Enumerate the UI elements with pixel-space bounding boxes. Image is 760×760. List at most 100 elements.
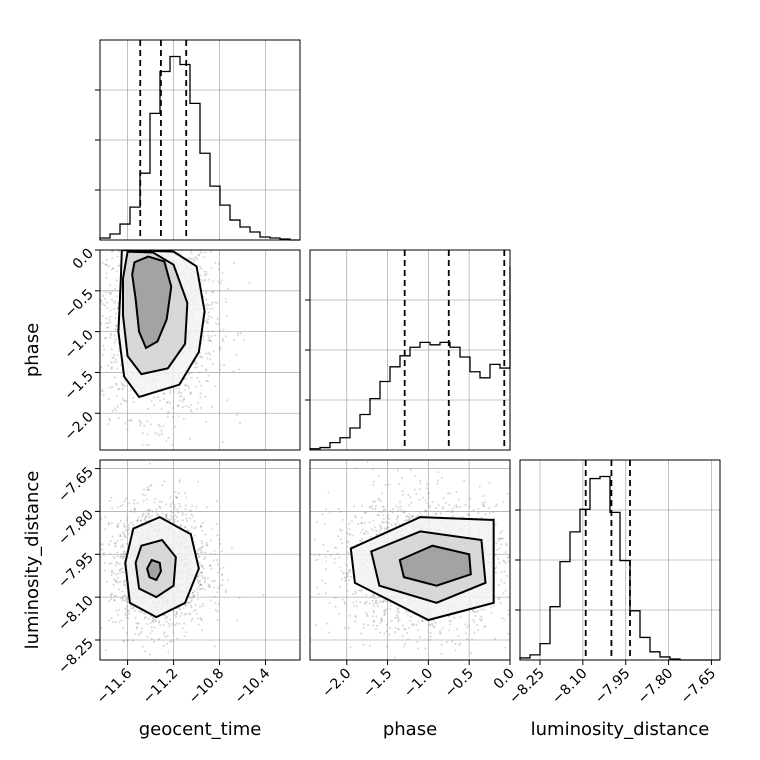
sample-point	[123, 639, 126, 642]
sample-point	[409, 496, 412, 499]
sample-point	[340, 578, 343, 581]
sample-point	[114, 376, 117, 379]
sample-point	[373, 500, 376, 503]
sample-point	[196, 591, 199, 594]
sample-point	[117, 220, 119, 222]
sample-point	[120, 619, 123, 622]
sample-point	[140, 630, 143, 633]
sample-point	[499, 602, 502, 605]
sample-point	[110, 496, 113, 499]
sample-point	[500, 579, 503, 582]
sample-point	[189, 392, 192, 395]
sample-point	[464, 623, 467, 626]
sample-point	[160, 240, 162, 242]
sample-point	[105, 291, 108, 294]
sample-point	[122, 571, 125, 574]
sample-point	[308, 550, 310, 552]
sample-point	[110, 592, 113, 595]
sample-point	[202, 338, 205, 341]
sample-point	[347, 627, 350, 630]
sample-point	[104, 322, 107, 325]
sample-point	[490, 606, 493, 609]
sample-point	[121, 546, 124, 549]
sample-point	[208, 358, 211, 361]
sample-point	[546, 567, 548, 569]
sample-point	[193, 260, 196, 263]
sample-point	[148, 488, 151, 491]
sample-point	[424, 647, 427, 650]
sample-point	[408, 504, 411, 507]
sample-point	[345, 563, 348, 566]
sample-point	[503, 619, 506, 622]
sample-point	[151, 629, 154, 632]
sample-point	[507, 560, 510, 563]
sample-point	[153, 619, 156, 622]
sample-point	[451, 508, 454, 511]
sample-point	[194, 362, 197, 365]
sample-point	[187, 258, 190, 261]
sample-point	[175, 227, 177, 229]
sample-point	[441, 506, 444, 509]
sample-point	[101, 261, 104, 264]
sample-point	[349, 575, 352, 578]
sample-point	[197, 581, 200, 584]
sample-point	[205, 271, 208, 274]
sample-point	[106, 326, 109, 329]
sample-point	[203, 581, 206, 584]
sample-point	[204, 320, 207, 323]
sample-point	[453, 506, 456, 509]
sample-point	[157, 513, 160, 516]
sample-point	[340, 529, 343, 532]
sample-point	[104, 528, 107, 531]
sample-point	[287, 534, 289, 536]
sample-point	[501, 537, 504, 540]
sample-point	[199, 392, 202, 395]
sample-point	[159, 399, 162, 402]
sample-point	[109, 553, 112, 556]
sample-point	[220, 279, 223, 282]
sample-point	[410, 501, 413, 504]
sample-point	[175, 387, 178, 390]
sample-point	[150, 637, 153, 640]
sample-point	[166, 203, 168, 205]
sample-point	[379, 523, 382, 526]
sample-point	[499, 537, 502, 540]
sample-point	[202, 256, 205, 259]
sample-point	[199, 551, 202, 554]
sample-point	[178, 387, 181, 390]
sample-point	[324, 555, 327, 558]
sample-point	[495, 566, 498, 569]
sample-point	[503, 581, 506, 584]
sample-point	[92, 595, 94, 597]
sample-point	[341, 542, 344, 545]
sample-point	[226, 287, 229, 290]
sample-point	[167, 411, 170, 414]
sample-point	[100, 301, 103, 304]
sample-point	[117, 572, 120, 575]
sample-point	[114, 328, 117, 331]
sample-point	[377, 498, 380, 501]
sample-point	[113, 599, 116, 602]
sample-point	[351, 534, 354, 537]
sample-point	[478, 618, 481, 621]
sample-point	[213, 645, 216, 648]
sample-point	[144, 238, 146, 240]
sample-point	[313, 554, 316, 557]
sample-point	[185, 240, 187, 242]
sample-point	[385, 521, 388, 524]
sample-point	[205, 352, 208, 355]
sample-point	[201, 542, 204, 545]
sample-point	[442, 497, 445, 500]
sample-point	[100, 366, 103, 369]
sample-point	[208, 278, 211, 281]
sample-point	[111, 298, 114, 301]
sample-point	[152, 616, 155, 619]
sample-point	[200, 583, 203, 586]
sample-point	[224, 591, 227, 594]
sample-point	[372, 620, 375, 623]
sample-point	[226, 579, 229, 582]
sample-point	[147, 248, 149, 250]
sample-point	[151, 509, 154, 512]
sample-point	[522, 551, 524, 553]
sample-point	[109, 293, 112, 296]
